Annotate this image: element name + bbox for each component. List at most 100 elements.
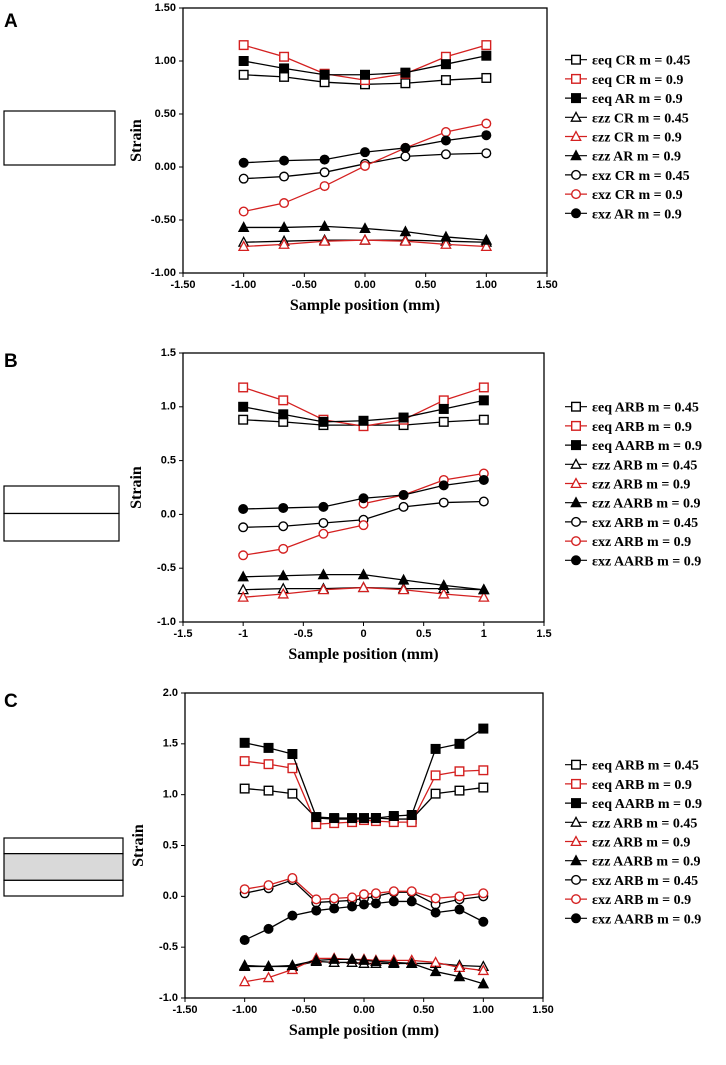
legend-marker [571, 555, 582, 566]
legend-marker [571, 208, 582, 219]
data-point [359, 813, 370, 824]
legend-m-value: m = 0.9 [658, 797, 702, 812]
data-point [238, 157, 249, 168]
legend-process: ARB [615, 778, 648, 793]
legend-label: εzz AARB m = 0.9 [592, 855, 700, 870]
data-point [347, 901, 358, 912]
legend-label: εxz ARB m = 0.9 [592, 535, 691, 550]
x-tick-label: 1.50 [532, 1004, 553, 1016]
data-point [263, 742, 274, 753]
x-tick-label: -1.50 [170, 279, 195, 291]
legend-entry: εxz AARB m = 0.9 [565, 554, 701, 569]
legend-symbol: εxz [592, 893, 614, 908]
data-point [317, 583, 330, 595]
data-point [238, 173, 249, 184]
data-point [440, 230, 452, 242]
legend-process: AR [614, 207, 638, 222]
y-tick-label: -1.00 [151, 267, 176, 279]
data-point [481, 40, 492, 51]
legend-entry: εzz CR m = 0.45 [565, 111, 689, 126]
legend-entry: εzz AARB m = 0.9 [565, 854, 700, 870]
data-point [360, 160, 371, 171]
legend-m-value: m = 0.45 [639, 54, 690, 69]
specimen-layer-bottom [3, 879, 124, 897]
plot-area [182, 7, 548, 274]
data-point [317, 568, 330, 580]
legend-process: ARB [615, 420, 648, 435]
legend-label: εzz ARB m = 0.45 [592, 816, 697, 831]
data-point [278, 521, 289, 532]
legend-label: εzz CR m = 0.9 [592, 131, 682, 146]
plot-area [184, 692, 544, 999]
legend-label: εzz CR m = 0.45 [592, 111, 689, 126]
y-tick-label: -1.0 [159, 992, 178, 1004]
data-point [358, 954, 370, 965]
data-point [237, 221, 250, 232]
data-point [347, 892, 358, 903]
data-point [478, 382, 489, 393]
data-point [360, 69, 371, 80]
data-point [279, 71, 290, 82]
legend-marker [570, 835, 582, 847]
x-tick-label: 1.00 [476, 279, 497, 291]
legend-marker [571, 894, 582, 905]
panel-a: A-1.00-0.500.000.501.001.50-1.50 -1.00 -0.… [3, 2, 690, 314]
data-point [397, 573, 410, 585]
legend-marker [571, 401, 582, 412]
series-9 [238, 130, 492, 168]
x-tick-label: 0.50 [413, 1004, 434, 1016]
legend-marker [571, 798, 582, 809]
data-point [454, 904, 465, 915]
panel-letter: B [4, 351, 18, 372]
legend-m-value: m = 0.45 [646, 816, 697, 831]
y-axis-label: Strain [130, 824, 147, 867]
legend-process: AARB [613, 497, 656, 512]
data-point [278, 238, 290, 249]
y-tick-label: 1.00 [155, 55, 176, 67]
x-tick-label: 0.50 [415, 279, 436, 291]
x-tick-label: 0 [360, 628, 366, 640]
legend-symbol: εeq [592, 759, 615, 774]
legend-entry: εzz ARB m = 0.9 [565, 477, 690, 493]
data-point [287, 763, 298, 774]
data-point [279, 171, 290, 182]
legend-m-value: m = 0.9 [646, 836, 690, 851]
data-point [481, 118, 492, 129]
data-point [359, 233, 371, 245]
data-point [438, 497, 449, 508]
legend-marker [571, 189, 582, 200]
data-point [440, 238, 452, 249]
x-tick-label: -1.00 [232, 1004, 257, 1016]
data-point [238, 401, 249, 412]
data-point [329, 893, 340, 904]
x-tick-label: -1.50 [172, 1004, 197, 1016]
x-axis-label: Sample position (mm) [288, 646, 438, 663]
panel-letter: C [4, 691, 18, 712]
data-point [477, 964, 490, 976]
x-tick-label: 0.00 [353, 1004, 374, 1016]
data-point [438, 480, 449, 491]
legend-process: CR [614, 111, 638, 126]
data-point [370, 813, 381, 824]
x-tick-label: -0.50 [292, 279, 317, 291]
data-point [440, 149, 451, 160]
data-point [453, 970, 466, 982]
data-point [406, 896, 417, 907]
legend-entry: εxz ARB m = 0.9 [565, 535, 691, 550]
data-point [454, 785, 465, 796]
legend-symbol: εzz [592, 855, 613, 870]
legend-m-value: m = 0.9 [656, 855, 700, 870]
legend-marker [570, 130, 582, 142]
legend-process: AARB [614, 554, 657, 569]
legend-entry: εeq AARB m = 0.9 [565, 439, 702, 454]
data-point [357, 581, 370, 593]
legend-process: AARB [615, 797, 658, 812]
data-point [318, 518, 329, 529]
data-point [318, 528, 329, 539]
data-point [238, 56, 249, 67]
data-point [406, 810, 417, 821]
legend-symbol: εxz [592, 535, 614, 550]
legend-label: εzz AR m = 0.9 [592, 150, 681, 165]
data-point [440, 75, 451, 86]
data-point [438, 395, 449, 406]
